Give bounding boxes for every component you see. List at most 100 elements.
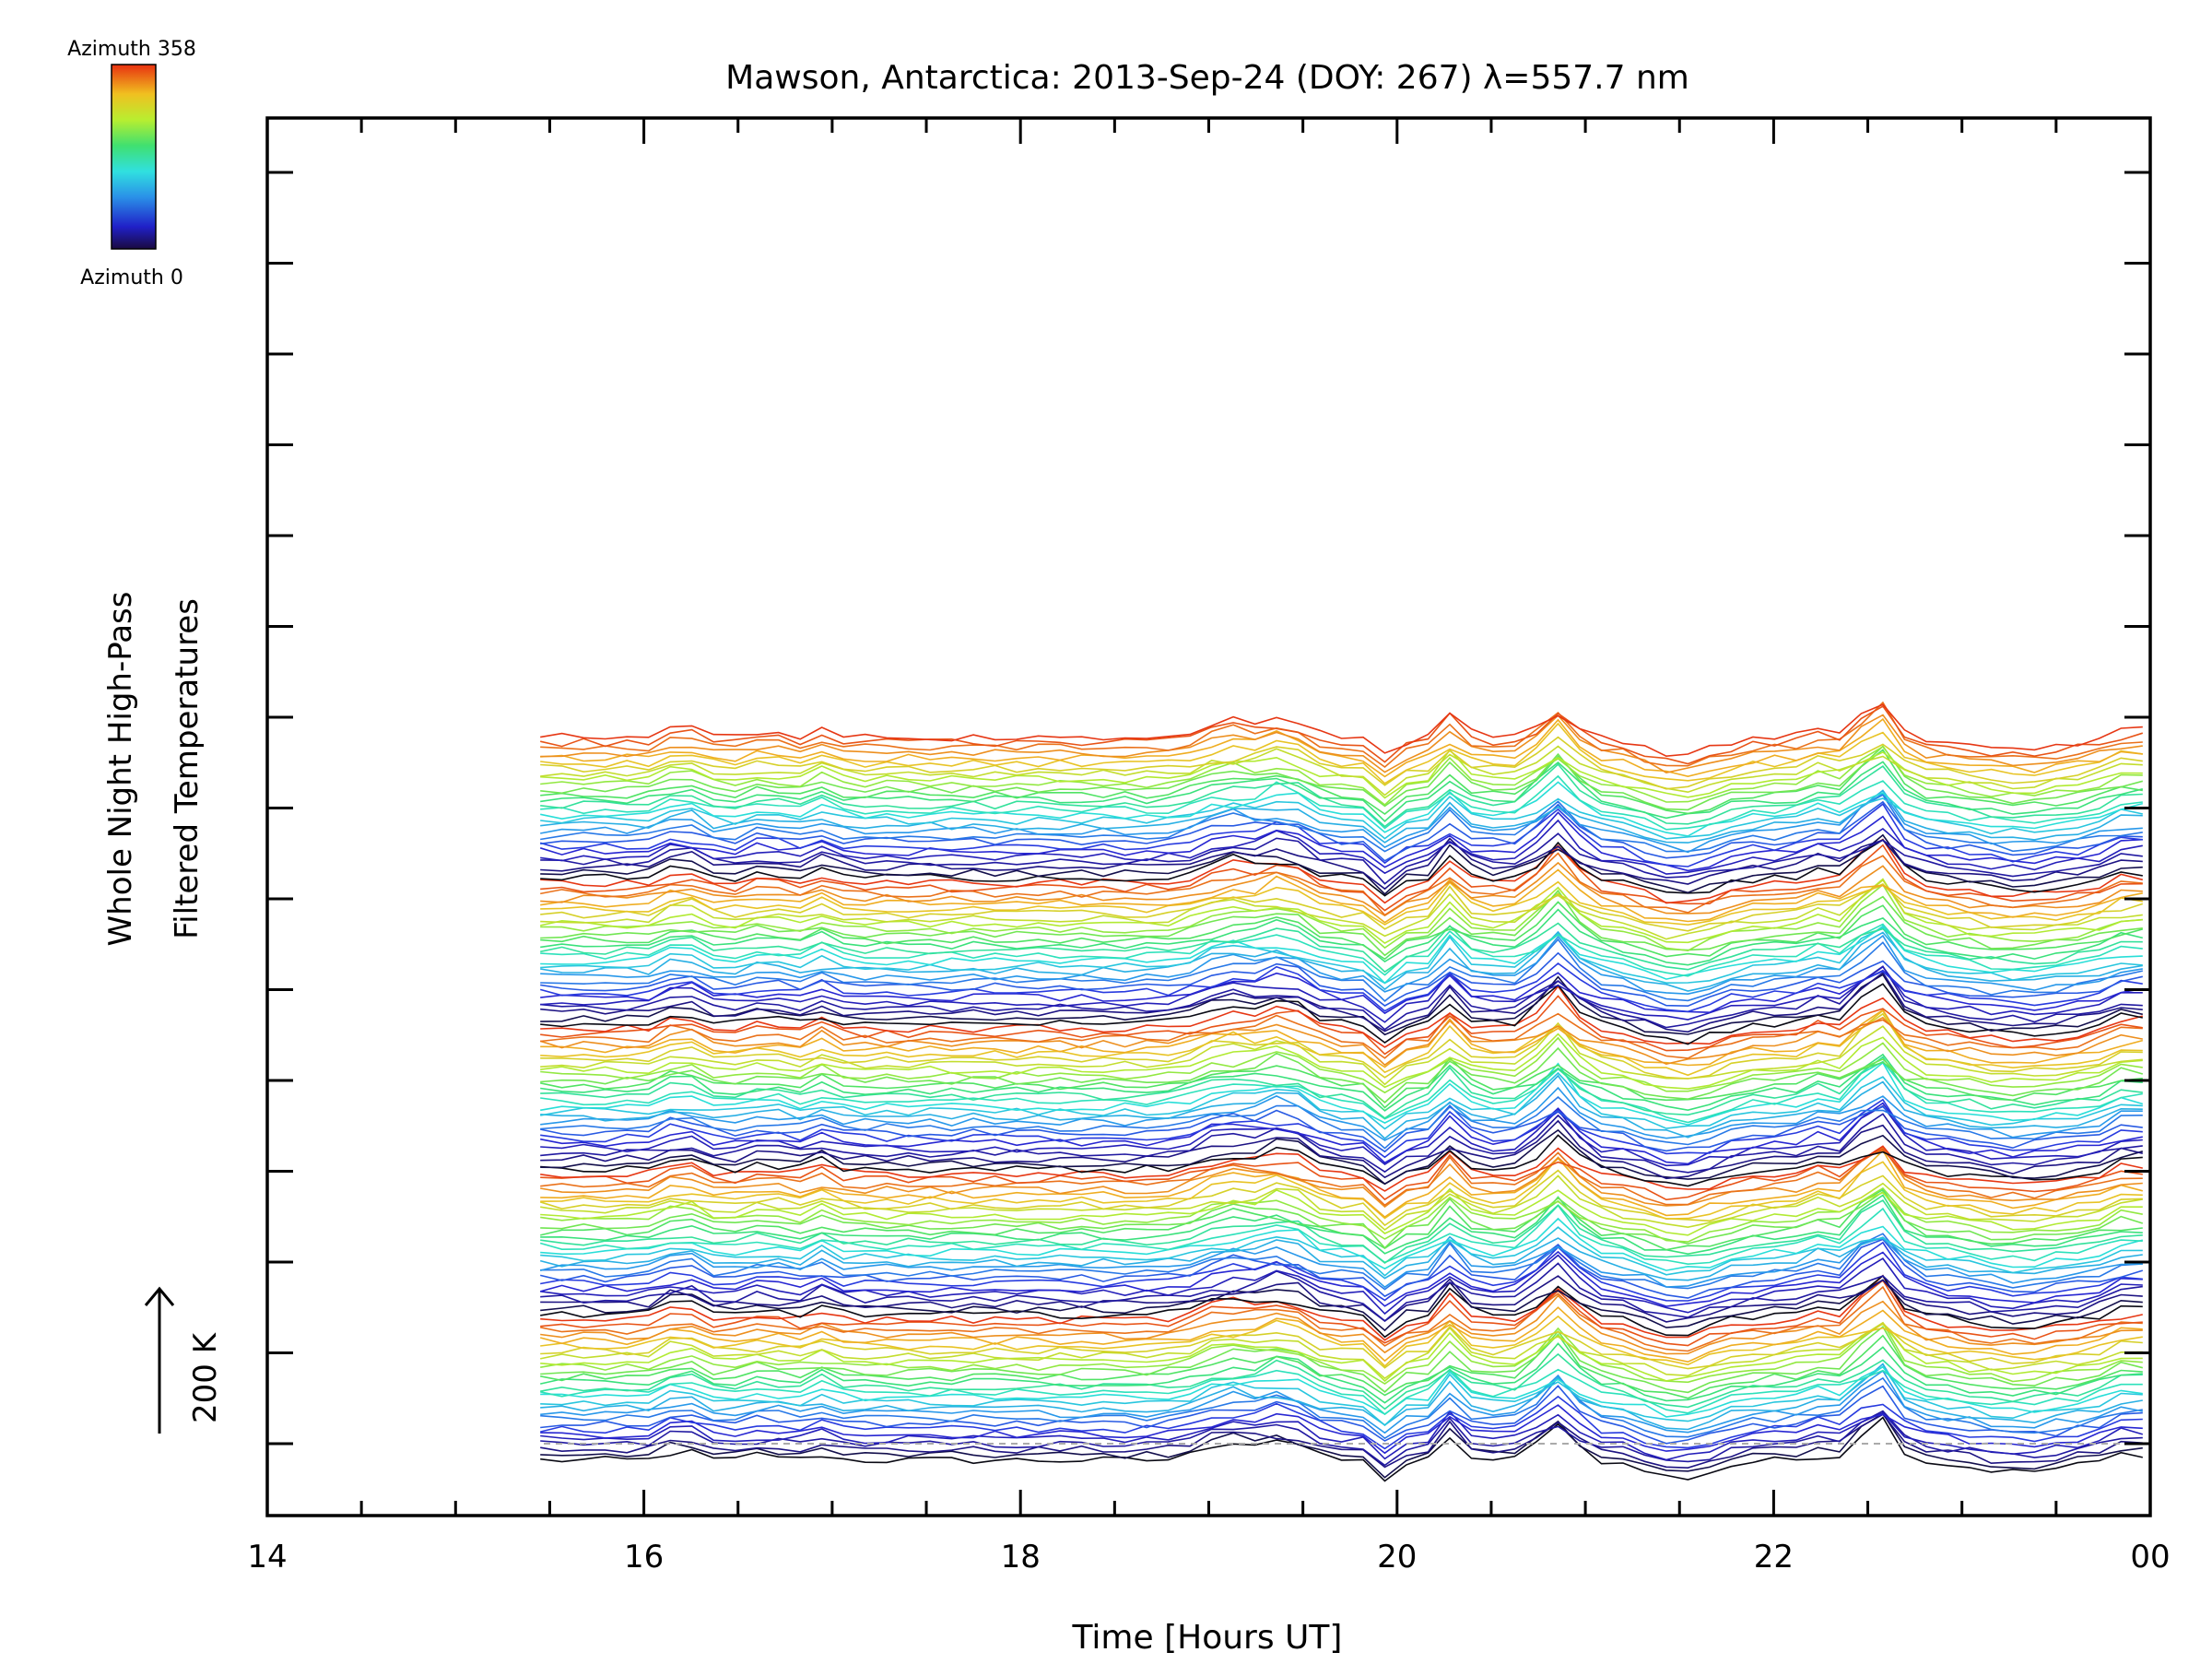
temperature-series-line (540, 1119, 2143, 1180)
temperature-series-line (540, 1104, 2143, 1153)
x-tick-label: 20 (1377, 1539, 1417, 1575)
temperature-series-line (540, 995, 2143, 1056)
temperature-series-line (540, 1275, 2143, 1323)
temperature-series-line (540, 1145, 2143, 1192)
temperature-series-line (540, 1134, 2143, 1187)
x-tick-label: 00 (2130, 1539, 2170, 1575)
temperature-series-line (540, 736, 2143, 790)
temperature-series-line (540, 889, 2143, 957)
temperature-series-line (540, 901, 2144, 961)
temperature-series-line (540, 1036, 2143, 1094)
temperature-series-line (540, 1021, 2143, 1086)
temperature-series-line (540, 1102, 2143, 1165)
scale-bar-arrowhead (144, 1286, 175, 1306)
temperature-series-line (540, 1241, 2143, 1302)
temperature-series-line (540, 832, 2143, 885)
temperature-series-line (540, 1226, 2143, 1277)
series-layer (539, 701, 2144, 1482)
temperature-series-line (540, 1262, 2143, 1322)
temperature-series-line (540, 1285, 2143, 1352)
temperature-series-line (540, 1412, 2143, 1479)
temperature-series-line (540, 1352, 2143, 1410)
temperature-series-line (540, 1368, 2143, 1416)
temperature-series-line (540, 1315, 2143, 1367)
temperature-series-line (540, 749, 2143, 799)
temperature-series-line (540, 796, 2143, 840)
temperature-series-line (539, 1169, 2143, 1227)
temperature-series-line (540, 1375, 2143, 1440)
temperature-series-line (540, 781, 2144, 837)
temperature-series-line (540, 833, 2143, 895)
temperature-series-line (540, 1294, 2143, 1355)
temperature-series-line (540, 1404, 2143, 1455)
temperature-series-line (540, 703, 2143, 758)
temperature-series-line (540, 844, 2143, 912)
colorbar-gradient (111, 64, 157, 250)
temperature-series-line (540, 1009, 2144, 1068)
temperature-series-line (540, 1238, 2144, 1299)
temperature-series-line (540, 1186, 2143, 1243)
y-axis-label-line1: Whole Night High-Pass (102, 592, 139, 947)
temperature-series-line (540, 762, 2143, 828)
temperature-series-line (540, 934, 2143, 996)
temperature-series-line (540, 1198, 2143, 1265)
temperature-series-line (540, 883, 2143, 952)
temperature-series-line (540, 745, 2143, 807)
temperature-series-line (540, 745, 2144, 811)
temperature-series-line (540, 1369, 2143, 1434)
temperature-series-line (539, 1204, 2143, 1266)
temperature-series-line (540, 861, 2143, 917)
temperature-series-line (540, 1053, 2143, 1112)
temperature-series-line (540, 1416, 2143, 1482)
temperature-series-line (540, 983, 2143, 1045)
temperature-series-line (540, 1056, 2143, 1109)
temperature-series-line (540, 1365, 2143, 1427)
colorbar-bottom-label: Azimuth 0 (80, 266, 183, 289)
temperature-series-line (540, 1113, 2143, 1174)
x-tick-label: 14 (247, 1539, 287, 1575)
temperature-series-line (540, 1413, 2143, 1469)
temperature-series-line (540, 1395, 2143, 1450)
temperature-series-line (540, 705, 2144, 765)
temperature-series-line (540, 1190, 2144, 1249)
x-tick-label: 16 (624, 1539, 664, 1575)
temperature-series-line (540, 1074, 2143, 1140)
temperature-series-line (540, 985, 2144, 1048)
temperature-series-line (540, 839, 2143, 897)
tick-layer (265, 118, 2152, 1516)
x-tick-label: 22 (1754, 1539, 1794, 1575)
temperature-series-line (540, 1128, 2144, 1186)
temperature-series-line (540, 1254, 2143, 1316)
temperature-series-line (540, 1274, 2143, 1339)
temperature-series-line (540, 722, 2143, 785)
colorbar-top-label: Azimuth 358 (67, 38, 196, 61)
temperature-series-line (540, 774, 2143, 831)
x-tick-labels: 14 16 18 20 22 00 (247, 1539, 2170, 1575)
temperature-series-line (540, 1188, 2143, 1251)
temperature-series-line (540, 1095, 2143, 1150)
temperature-series-line (540, 1046, 2144, 1103)
temperature-series-line (540, 837, 2143, 891)
temperature-series-line (540, 761, 2143, 822)
temperature-series-line (540, 868, 2143, 924)
scale-bar-label: 200 K (187, 1331, 224, 1423)
temperature-series-line (540, 971, 2143, 1033)
chart-title: Mawson, Antarctica: 2013-Sep-24 (DOY: 26… (725, 59, 1689, 97)
temperature-series-line (540, 1012, 2143, 1080)
temperature-series-line (540, 1071, 2143, 1130)
temperature-series-line (540, 1174, 2143, 1232)
temperature-series-line (540, 1060, 2143, 1124)
temperature-series-line (540, 800, 2143, 862)
temperature-series-line (540, 1187, 2143, 1236)
temperature-series-line (540, 745, 2143, 797)
temperature-series-line (540, 1217, 2144, 1271)
temperature-series-line (540, 1061, 2144, 1126)
temperature-series-line (540, 930, 2143, 992)
temperature-series-line (540, 1149, 2144, 1219)
y-axis-label-line2: Filtered Temperatures (169, 598, 206, 939)
x-axis-label: Time [Hours UT] (1072, 1619, 1343, 1657)
temperature-series-line (540, 1365, 2143, 1418)
temperature-series-line (540, 1333, 2143, 1399)
